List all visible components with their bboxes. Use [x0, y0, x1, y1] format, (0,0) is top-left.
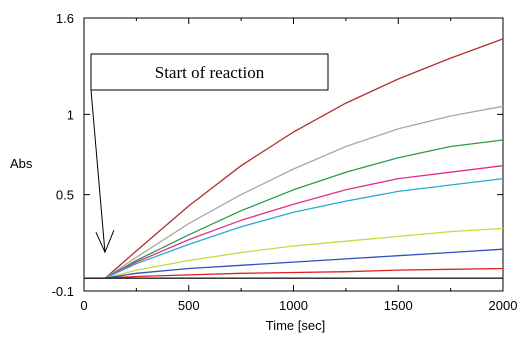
series-line-3: [84, 139, 504, 279]
series-layer: [84, 38, 504, 279]
y-tick-label: 1.6: [56, 11, 74, 26]
y-tick-label: -0.1: [52, 284, 74, 299]
series-line-1: [84, 38, 504, 279]
series-line-8: [84, 267, 504, 279]
series-line-7: [84, 248, 504, 279]
series-line-4: [84, 165, 504, 279]
annotation-box: [90, 53, 329, 91]
y-tick-label: 0.5: [56, 188, 74, 203]
x-tick-label: 2000: [489, 298, 518, 313]
x-axis-title: Time [sec]: [266, 318, 325, 333]
x-tick-label: 0: [80, 298, 87, 313]
annotation-arrow-line: [90, 89, 106, 253]
x-tick-label: 1500: [384, 298, 413, 313]
y-tick-label: 1: [67, 107, 74, 122]
series-line-5: [84, 177, 504, 279]
y-axis-ticks: -0.1 0.5 1 1.6: [52, 11, 503, 299]
x-tick-label: 1000: [279, 298, 308, 313]
x-axis-ticks: 0 500 1000 1500 2000: [80, 18, 517, 313]
series-line-2: [84, 105, 504, 279]
start-of-reaction-annotation: Start of reaction: [90, 53, 329, 254]
annotation-label: Start of reaction: [155, 63, 265, 82]
x-tick-label: 500: [178, 298, 200, 313]
series-line-6: [84, 227, 504, 279]
annotation-arrowhead: [95, 229, 115, 254]
y-axis-title: Abs: [10, 156, 33, 171]
